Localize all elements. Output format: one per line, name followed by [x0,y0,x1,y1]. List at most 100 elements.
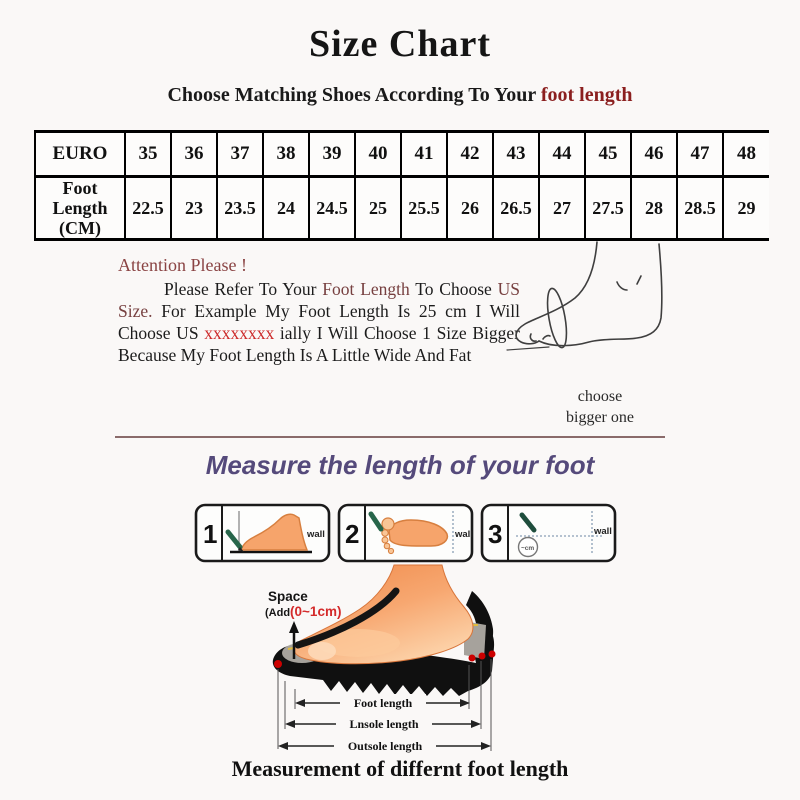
foot-sole-line [538,243,663,347]
cm-cell: 24.5 [308,176,355,240]
measure-arrow-outsole-length: Outsole length [278,737,491,753]
cm-cell: 29 [722,176,769,240]
ankle-mark-right [636,275,642,285]
attention-text-segment: To Choose [409,279,498,299]
insole-length-label: Lnsole length [349,717,418,731]
attention-text-segment: For Example My Foot Length Is 25 cm I Wi… [118,301,520,343]
euro-cell: 37 [216,131,263,177]
measure-circle-label: ~cm [521,545,534,552]
subtitle: Choose Matching Shoes According To Your … [0,84,800,107]
euro-cell: 48 [722,131,769,177]
attention-text-segment: US Size. [118,279,520,321]
table-row-euro: EURO 35 36 37 38 39 40 41 42 43 44 45 46… [34,131,769,177]
attention-text-segment: Please Refer To Your [164,279,323,299]
space-up-arrowhead [289,621,299,633]
foot-outline [515,241,598,345]
add-label: (Add [265,607,290,619]
footprint-icon [388,519,449,547]
page-title: Size Chart [308,23,492,65]
step-number: 2 [345,519,359,549]
euro-cell: 42 [446,131,493,177]
euro-cell: 46 [630,131,677,177]
toe [381,536,389,544]
cm-cell: 23.5 [216,176,263,240]
euro-cell: 43 [492,131,539,177]
table-row-foot-length: Foot Length (CM) 22.5 23 23.5 24 24.5 25… [34,176,769,240]
footer-caption: Measurement of differnt foot length [231,756,569,781]
foot-side-icon [239,513,309,551]
heel-dot [468,654,476,662]
attention-title: Attention Please ! [118,255,247,275]
pencil-icon [225,529,243,550]
sketch-caption: choose bigger one [540,386,660,428]
sketch-caption-line2: bigger one [566,409,634,426]
space-label: Space [268,589,308,604]
section-divider [115,436,665,438]
attention-block: Attention Please ! Please Refer To Your … [118,255,520,366]
cm-cell: 26.5 [492,176,539,240]
heel-dot [488,650,496,658]
pencil-icon [519,512,537,533]
toe-dot [274,660,282,668]
toe [381,529,389,537]
cm-cell: 24 [262,176,309,240]
measure-arrow-foot-length: Foot length [295,694,470,710]
range-label: (0~1cm) [290,604,341,619]
euro-cell: 45 [584,131,631,177]
foot-line-drawing [506,241,663,351]
svg-text:(Add(0~1cm): (Add(0~1cm) [265,604,341,619]
cm-cell: 27 [538,176,585,240]
toe-highlight [308,642,336,660]
cm-cell: 27.5 [584,176,631,240]
wall-label: wall [306,529,325,540]
toe-notch [542,334,551,340]
step-number: 1 [203,519,217,549]
toe-detail [529,333,537,342]
step-panel-1: 1 wall [194,503,331,563]
size-table: EURO 35 36 37 38 39 40 41 42 43 44 45 46… [34,130,769,242]
pencil-icon [368,511,384,532]
step-panel-3: 3 ~cm wall [480,503,617,563]
big-toe [381,517,395,531]
pencil-tip [238,547,244,552]
cm-cell: 26 [446,176,493,240]
subtitle-text: Choose Matching Shoes According To Your [167,84,541,106]
euro-cell: 39 [308,131,355,177]
shoe-instep-band [294,587,400,649]
cm-cell: 23 [170,176,217,240]
euro-cell: 35 [124,131,171,177]
measure-circle [517,536,539,558]
heel-dot [478,652,486,660]
measure-steps: 1 wall 2 wall 3 [194,503,617,563]
shoe-heel-band [466,591,494,656]
attention-text-segment: ially I Will Choose 1 Size Bigger Becaus… [118,323,521,365]
cm-cell: 22.5 [124,176,171,240]
step-panel-2: 2 wall [337,503,474,563]
shoe-measurement-diagram: Space (Add(0~1cm) Foot length Lnso [265,564,496,753]
subtitle-highlight: foot length [540,84,633,106]
row-header-euro: EURO [34,131,125,177]
euro-cell: 36 [170,131,217,177]
measure-heading: Measure the length of your foot [205,450,595,480]
euro-cell: 41 [400,131,447,177]
cm-cell: 28 [630,176,677,240]
attention-text-segment: xxxxxxxx [204,323,275,343]
row-header-foot-length: Foot Length (CM) [34,176,125,240]
leader-line [506,346,550,351]
step-number: 3 [488,519,502,549]
euro-cell: 40 [354,131,401,177]
attention-text-segment: Foot Length [322,279,410,299]
cm-cell: 25 [354,176,401,240]
euro-cell: 47 [676,131,723,177]
outsole-length-label: Outsole length [348,739,423,753]
cm-cell: 25.5 [400,176,447,240]
wall-label: wall [593,526,612,537]
foot-highlight [316,629,400,657]
toe [387,547,395,555]
foot-length-label: Foot length [354,696,413,710]
cm-cell: 28.5 [676,176,723,240]
euro-cell: 38 [262,131,309,177]
ankle-mark-left [616,281,628,291]
ball-girth-ellipse [546,287,568,349]
